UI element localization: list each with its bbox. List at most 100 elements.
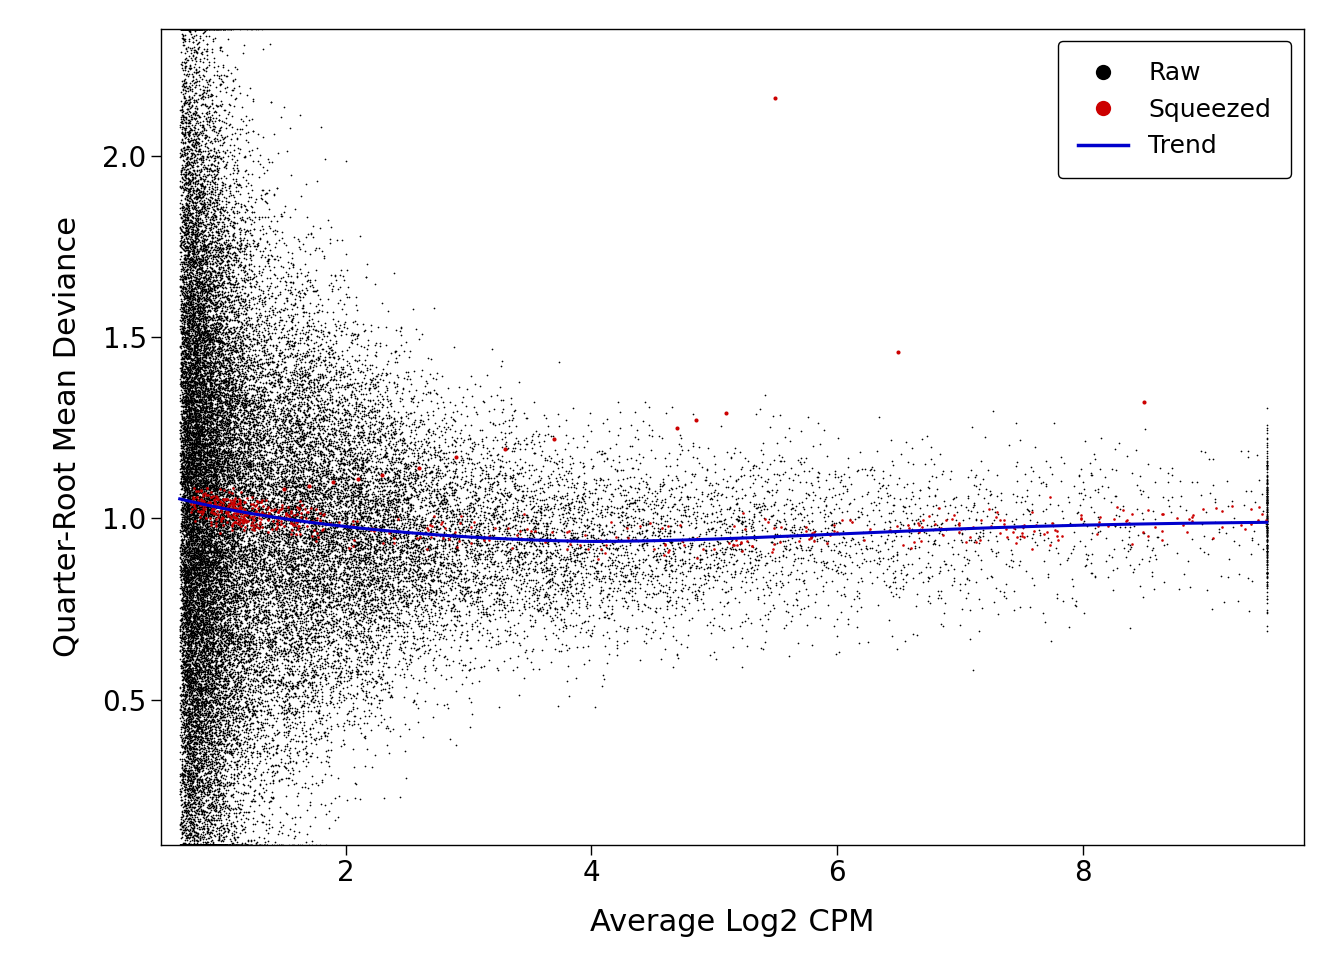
Point: [238, 143, 259, 158]
Point: [313, 548, 335, 564]
Point: [376, 484, 398, 499]
Point: [194, 573, 215, 588]
Point: [333, 555, 355, 570]
Point: [547, 502, 569, 517]
Point: [251, 547, 273, 563]
Point: [368, 536, 390, 551]
Point: [211, 326, 233, 342]
Point: [234, 539, 255, 554]
Point: [200, 723, 222, 738]
Point: [206, 837, 227, 852]
Point: [183, 455, 204, 470]
Point: [184, 698, 206, 713]
Point: [222, 218, 243, 233]
Point: [239, 721, 261, 736]
Point: [419, 493, 441, 509]
Point: [554, 524, 575, 540]
Point: [179, 393, 200, 408]
Point: [223, 388, 245, 403]
Point: [200, 392, 222, 407]
Point: [220, 697, 242, 712]
Point: [230, 518, 251, 534]
Point: [516, 536, 538, 551]
Point: [181, 252, 203, 267]
Point: [335, 564, 356, 580]
Point: [187, 510, 208, 525]
Point: [613, 578, 634, 593]
Point: [347, 353, 368, 369]
Point: [297, 439, 319, 454]
Point: [461, 618, 482, 634]
Point: [206, 544, 227, 560]
Point: [184, 451, 206, 467]
Point: [978, 524, 1000, 540]
Point: [199, 713, 220, 729]
Point: [390, 542, 411, 558]
Point: [231, 452, 253, 468]
Point: [187, 832, 208, 848]
Point: [292, 572, 313, 588]
Point: [192, 472, 214, 488]
Point: [181, 665, 203, 681]
Point: [196, 261, 218, 276]
Point: [245, 504, 266, 519]
Point: [188, 619, 210, 635]
Point: [255, 334, 277, 349]
Point: [194, 231, 215, 247]
Point: [276, 576, 297, 591]
Point: [185, 493, 207, 509]
Point: [198, 624, 219, 639]
Point: [177, 818, 199, 833]
Point: [922, 468, 943, 484]
Point: [731, 528, 753, 543]
Point: [185, 502, 207, 517]
Point: [171, 261, 192, 276]
Point: [255, 612, 277, 628]
Point: [621, 550, 642, 565]
Point: [285, 501, 306, 516]
Point: [175, 124, 196, 139]
Point: [731, 542, 753, 558]
Point: [445, 531, 466, 546]
Point: [407, 522, 429, 538]
Point: [419, 385, 441, 400]
Point: [277, 504, 298, 519]
Point: [347, 458, 368, 473]
Point: [180, 475, 202, 491]
Point: [199, 732, 220, 748]
Point: [254, 610, 276, 625]
Point: [253, 675, 274, 690]
Point: [249, 537, 270, 552]
Point: [198, 468, 219, 484]
Point: [741, 561, 762, 576]
Point: [306, 584, 328, 599]
Point: [790, 450, 812, 466]
Point: [646, 568, 668, 584]
Point: [246, 510, 267, 525]
Point: [185, 21, 207, 36]
Point: [259, 593, 281, 609]
Point: [309, 240, 331, 255]
Point: [224, 415, 246, 430]
Point: [227, 443, 249, 458]
Point: [242, 575, 263, 590]
Point: [579, 537, 601, 552]
Point: [340, 502, 362, 517]
Point: [395, 472, 417, 488]
Point: [218, 656, 239, 671]
Point: [188, 363, 210, 378]
Point: [176, 468, 198, 484]
Point: [306, 444, 328, 459]
Point: [392, 588, 414, 604]
Point: [175, 602, 196, 617]
Point: [172, 379, 194, 395]
Point: [184, 708, 206, 723]
Point: [403, 545, 425, 561]
Point: [195, 423, 216, 439]
Point: [417, 506, 438, 521]
Point: [216, 695, 238, 710]
Point: [366, 675, 387, 690]
Point: [430, 444, 452, 459]
Point: [294, 412, 316, 427]
Point: [199, 82, 220, 97]
